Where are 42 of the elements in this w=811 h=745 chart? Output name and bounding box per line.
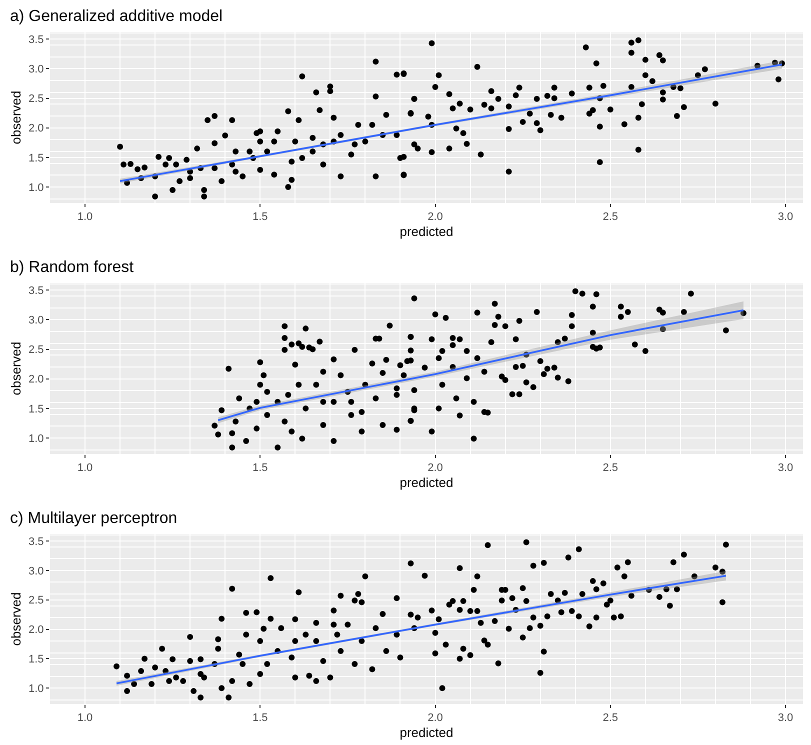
y-tick-label: 2.5 (28, 93, 44, 106)
y-tick-label: 2.5 (28, 594, 44, 607)
y-tick-label: 3.0 (28, 565, 44, 578)
x-tick-label: 1.5 (252, 211, 268, 224)
y-tick-label: 1.5 (28, 152, 44, 164)
y-axis-title: observed (8, 592, 24, 646)
chart-title: b) Random forest (10, 259, 134, 276)
y-tick-label: 3.5 (28, 536, 44, 548)
x-tick-label: 1.0 (77, 462, 93, 474)
x-tick-label: 2.0 (428, 211, 443, 224)
x-tick-label: 3.0 (778, 712, 794, 724)
y-axis-title: observed (8, 90, 24, 144)
x-tick-label: 1.0 (77, 211, 93, 224)
y-tick-label: 3.0 (28, 64, 44, 76)
y-tick-label: 2.0 (28, 122, 44, 135)
x-tick-label: 2.5 (602, 462, 618, 474)
y-tick-label: 3.0 (28, 314, 44, 327)
x-axis-title: predicted (400, 474, 454, 490)
y-tick-label: 1.0 (28, 682, 44, 695)
y-tick-label: 1.0 (28, 182, 44, 194)
y-tick-label: 1.5 (28, 403, 44, 416)
chart-title: c) Multilayer perceptron (10, 510, 178, 527)
x-tick-label: 2.5 (602, 712, 618, 724)
x-tick-label: 2.5 (602, 211, 618, 224)
x-tick-label: 2.0 (428, 462, 443, 474)
y-tick-label: 2.0 (28, 624, 44, 636)
x-tick-label: 1.5 (252, 462, 268, 474)
y-tick-label: 2.0 (28, 374, 44, 386)
y-tick-label: 1.0 (28, 432, 44, 445)
y-tick-label: 3.5 (28, 284, 44, 297)
x-axis-title: predicted (400, 224, 454, 239)
y-axis-title: observed (8, 342, 24, 396)
x-tick-label: 3.0 (778, 462, 794, 474)
y-tick-label: 2.5 (28, 344, 44, 356)
x-tick-label: 1.5 (252, 712, 268, 724)
x-tick-label: 2.0 (428, 712, 443, 724)
x-tick-label: 1.0 (77, 712, 93, 724)
x-axis-title: predicted (400, 724, 454, 740)
y-tick-label: 3.5 (28, 34, 44, 46)
x-tick-label: 3.0 (778, 211, 794, 224)
y-tick-label: 1.5 (28, 654, 44, 666)
chart-title: a) Generalized additive model (10, 8, 223, 25)
